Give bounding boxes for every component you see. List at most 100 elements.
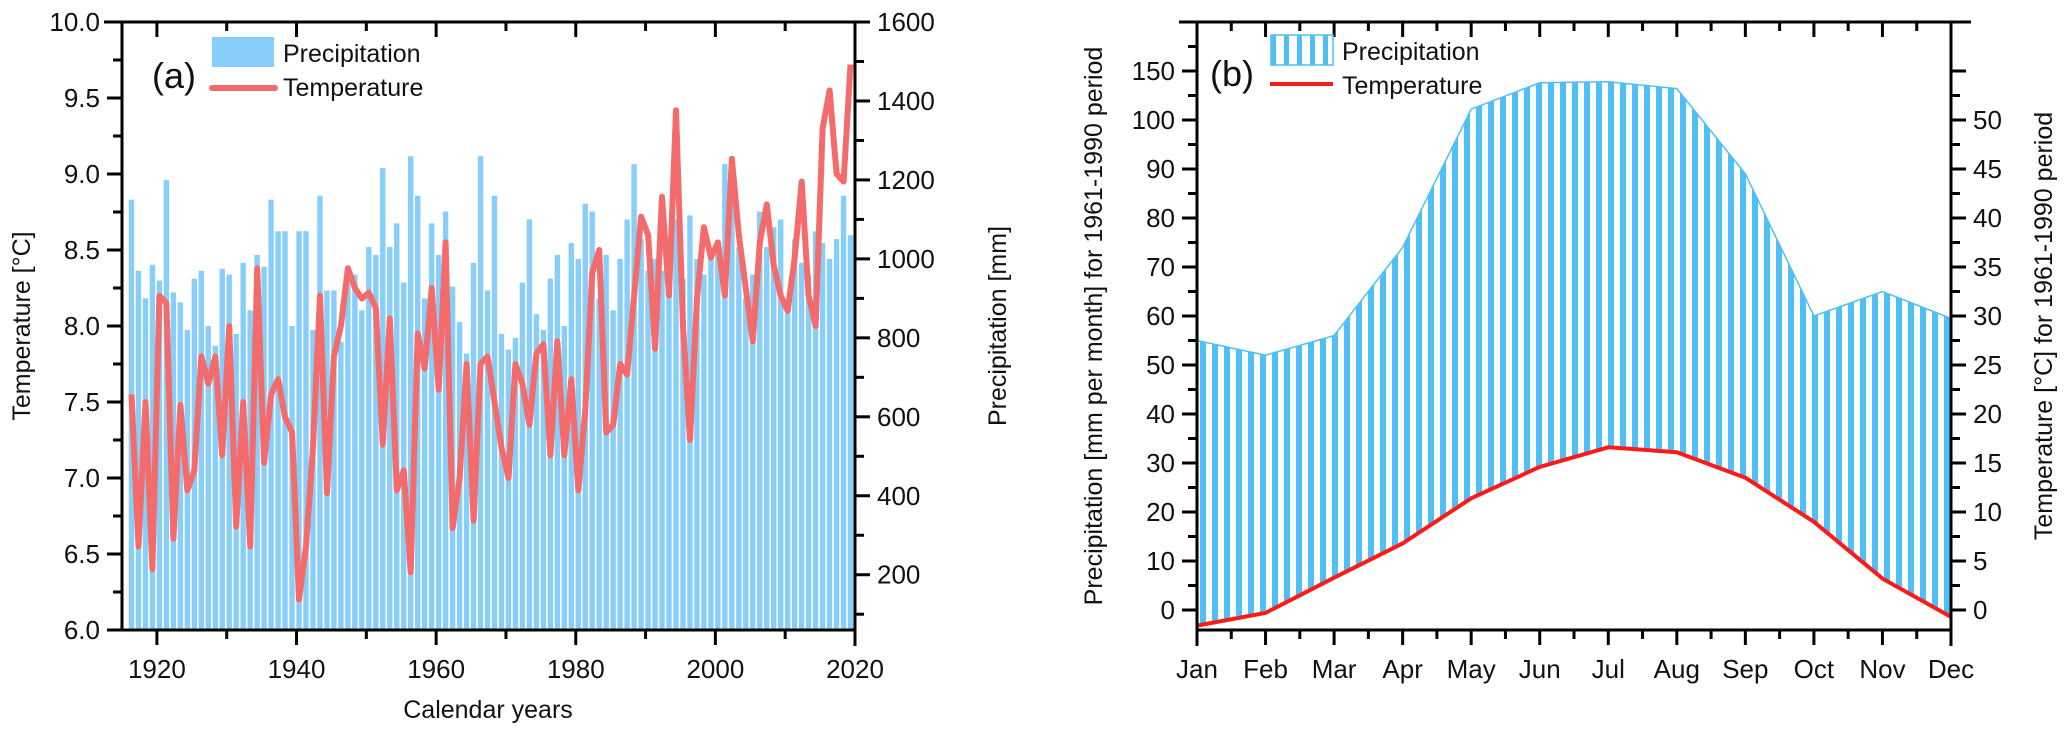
precipitation-bar (463, 353, 470, 630)
axes-b: Jan Feb Mar Apr May Jun Jul Aug Sep Oct Nov Dec 0 10 2… (1132, 20, 2002, 684)
month-label: May (1447, 654, 1496, 684)
y-left-tick-label: 7.0 (64, 463, 100, 493)
precipitation-bar (254, 254, 260, 630)
precipitation-bar (338, 341, 344, 630)
precipitation-bar (156, 280, 163, 630)
y-left-tick-label-b: 50 (1146, 350, 1175, 380)
legend-temperature-label-b: Temperature (1342, 72, 1482, 100)
precipitation-bar (812, 231, 819, 630)
y-left-tick-label-b: 60 (1146, 301, 1175, 331)
precipitation-bar (135, 270, 142, 630)
precipitation-bar (533, 314, 540, 630)
precipitation-bar (163, 179, 170, 630)
precipitation-bar (212, 345, 218, 630)
precipitation-bar (617, 258, 623, 630)
precipitation-bar (680, 278, 686, 630)
precipitation-bar (149, 264, 156, 630)
precipitation-bar (484, 290, 491, 630)
y-left-tick-label-b: 100 (1132, 105, 1175, 135)
precipitation-bar (401, 282, 407, 630)
y-right-tick-label: 1600 (877, 7, 935, 37)
precipitation-bar (673, 219, 679, 630)
precipitation-bar (750, 274, 756, 630)
precipitation-bar (694, 258, 700, 630)
y-right-tick-label-b: 25 (1973, 350, 2002, 380)
precipitation-bar (366, 247, 372, 630)
precipitation-bar (470, 262, 477, 630)
panel-label-a: (a) (152, 55, 196, 96)
temperature-line (128, 64, 854, 603)
precipitation-bar (603, 254, 609, 630)
precipitation-bar (826, 258, 833, 630)
precipitation-bar (624, 219, 630, 630)
legend-precipitation-swatch-b (1270, 34, 1334, 66)
y-right-tick-label: 200 (877, 560, 920, 590)
x-tick-label: 2020 (826, 654, 884, 684)
precipitation-bar (784, 310, 791, 630)
precipitation-bar (296, 231, 302, 630)
precipitation-bar (359, 310, 365, 630)
precipitation-bar (652, 258, 658, 630)
y-right-tick-label-b: 40 (1973, 203, 2002, 233)
month-label: Nov (1859, 654, 1905, 684)
month-label: Apr (1382, 654, 1423, 684)
y-left-tick-label: 9.5 (64, 83, 100, 113)
precipitation-bar (805, 274, 812, 630)
panel-label-b: (b) (1210, 53, 1254, 94)
x-axis-title-a: Calendar years (403, 696, 573, 724)
y-left-tick-label-b: 10 (1146, 546, 1175, 576)
precipitation-bar (791, 239, 798, 630)
month-label: Feb (1243, 654, 1288, 684)
precipitation-bar (568, 243, 574, 630)
precipitation-bar (561, 326, 567, 630)
y-axis-left-title-b: Precipitation [mm per month] for 1961-19… (1080, 47, 1108, 606)
precipitation-bar (540, 329, 547, 630)
y-left-tick-label: 6.5 (64, 539, 100, 569)
precipitation-bar (282, 231, 288, 630)
precipitation-bar (519, 282, 526, 630)
month-label: Dec (1928, 654, 1974, 684)
precipitation-bar (833, 239, 840, 630)
month-label: Aug (1654, 654, 1700, 684)
precipitation-bar (554, 254, 560, 630)
y-right-tick-label: 400 (877, 481, 920, 511)
precipitation-bar (743, 298, 749, 630)
y-left-tick-label-b: 0 (1161, 595, 1175, 625)
precipitation-bar (512, 337, 519, 630)
precipitation-bar (331, 290, 337, 630)
y-axis-right-title-a: Precipitation [mm] (984, 226, 1012, 426)
y-right-tick-label-b: 20 (1973, 399, 2002, 429)
legend-precipitation-label: Precipitation (283, 40, 421, 68)
precipitation-bar (421, 298, 428, 630)
panel-b: Jan Feb Mar Apr May Jun Jul Aug Sep Oct Nov Dec 0 10 2… (1080, 20, 2058, 684)
month-label: Mar (1312, 654, 1357, 684)
x-tick-label: 1920 (128, 654, 186, 684)
precipitation-bar (303, 231, 309, 630)
y-left-tick-label-b: 90 (1146, 154, 1175, 184)
y-right-tick-label-b: 0 (1973, 595, 1987, 625)
precipitation-bar (819, 243, 826, 630)
y-right-tick-label: 800 (877, 323, 920, 353)
precipitation-bar (840, 195, 847, 630)
precipitation-bar (729, 191, 735, 630)
precipitation-bar (798, 262, 805, 630)
y-right-tick-label: 1000 (877, 244, 935, 274)
panel-a: 1920 1940 1960 1980 2000 2020 6.0 6.5 7.0 7.5 8.0 8… (8, 7, 1012, 724)
y-left-tick-label-b: 30 (1146, 448, 1175, 478)
precipitation-bar (701, 274, 707, 630)
y-left-tick-label-b: 150 (1132, 56, 1175, 86)
y-right-tick-label-b: 5 (1973, 546, 1987, 576)
precipitation-bar (505, 349, 512, 630)
precipitation-bar (589, 211, 595, 630)
precipitation-bar (771, 227, 777, 630)
y-left-tick-label: 7.5 (64, 387, 100, 417)
y-axis-left-title-a: Temperature [°C] (8, 231, 36, 420)
precipitation-bar (638, 239, 644, 630)
y-left-tick-label-b: 20 (1146, 497, 1175, 527)
precipitation-bar (722, 164, 728, 630)
precipitation-bar (345, 282, 351, 630)
precipitation-bar (764, 247, 770, 630)
x-tick-label: 1960 (407, 654, 465, 684)
precipitation-bar (177, 302, 184, 630)
